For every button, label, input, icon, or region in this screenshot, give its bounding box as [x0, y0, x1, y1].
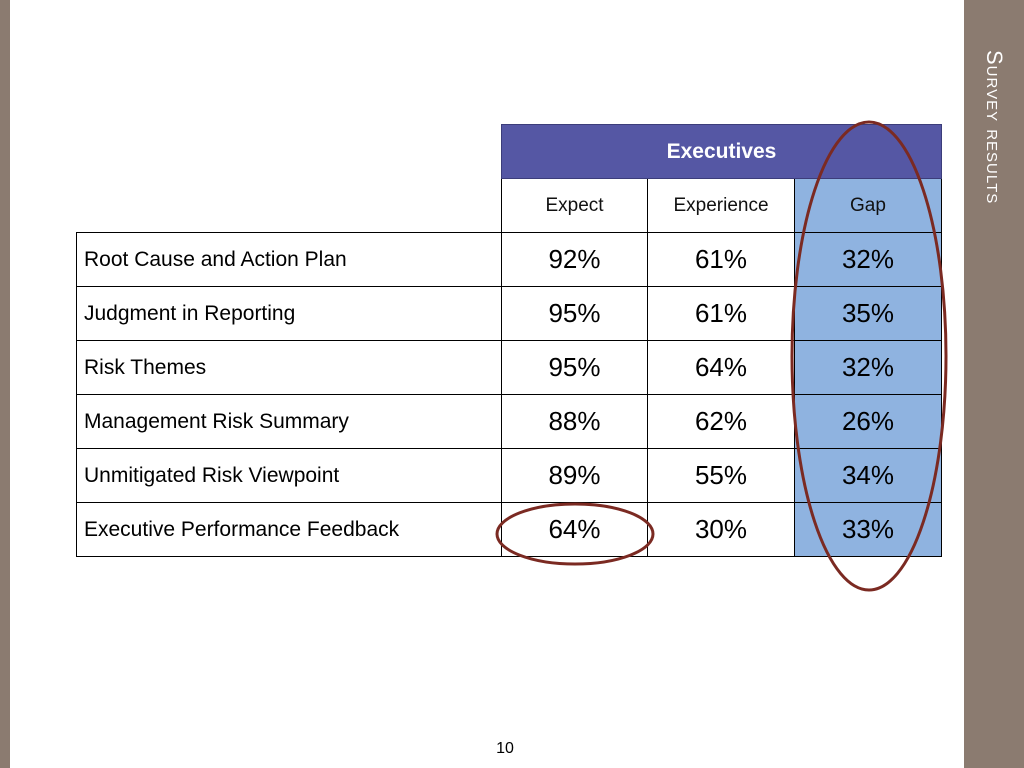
gap-value: 32%: [795, 341, 942, 395]
experience-value: 55%: [648, 449, 795, 503]
row-label: Judgment in Reporting: [76, 287, 501, 341]
gap-value: 34%: [795, 449, 942, 503]
row-label: Risk Themes: [76, 341, 501, 395]
gap-value: 26%: [795, 395, 942, 449]
experience-value: 61%: [648, 287, 795, 341]
page-number: 10: [496, 740, 514, 757]
column-header-experience: Experience: [648, 179, 795, 233]
expect-value: 95%: [501, 341, 648, 395]
expect-value: 89%: [501, 449, 648, 503]
row-label: Root Cause and Action Plan: [76, 233, 501, 287]
row-label: Unmitigated Risk Viewpoint: [76, 449, 501, 503]
expect-value: 64%: [501, 503, 648, 557]
column-header-gap: Gap: [795, 179, 942, 233]
experience-value: 30%: [648, 503, 795, 557]
row-label: Management Risk Summary: [76, 395, 501, 449]
gap-value: 32%: [795, 233, 942, 287]
row-label: Executive Performance Feedback: [76, 503, 501, 557]
experience-value: 62%: [648, 395, 795, 449]
gap-value: 35%: [795, 287, 942, 341]
experience-value: 64%: [648, 341, 795, 395]
gap-value: 33%: [795, 503, 942, 557]
expect-value: 88%: [501, 395, 648, 449]
left-accent-bar: [0, 0, 10, 768]
expect-value: 95%: [501, 287, 648, 341]
column-header-expect: Expect: [501, 179, 648, 233]
right-accent-bar: [964, 0, 1024, 768]
experience-value: 61%: [648, 233, 795, 287]
expect-value: 92%: [501, 233, 648, 287]
table-top-border: [76, 232, 942, 233]
group-header-executives: Executives: [501, 124, 942, 179]
section-title: Survey results: [982, 50, 1007, 205]
